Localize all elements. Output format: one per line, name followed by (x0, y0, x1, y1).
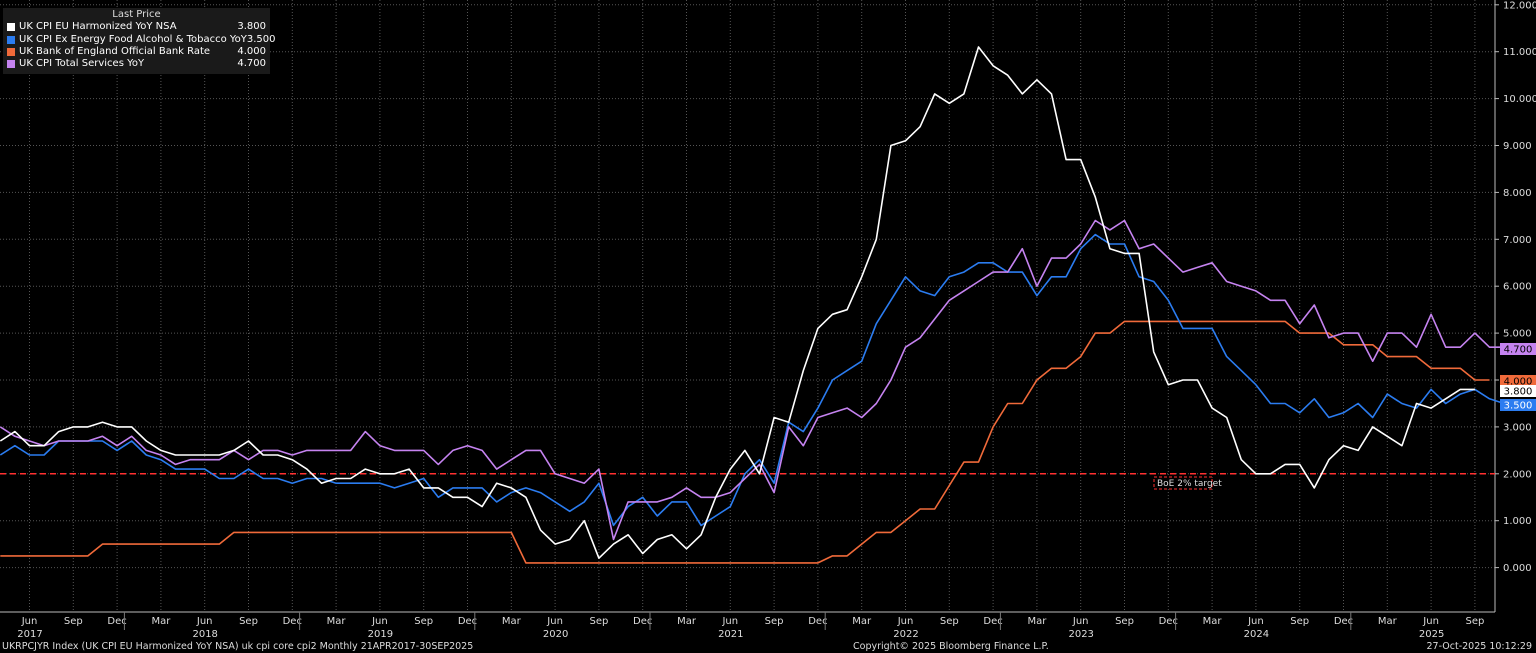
y-tick-label: 12.000 (1503, 0, 1536, 11)
last-value-box (1500, 375, 1536, 387)
legend-item-value: 4.000 (237, 45, 266, 57)
x-year-label: 2018 (192, 629, 217, 640)
legend-swatch (7, 35, 15, 44)
series-line-services-cpi (0, 219, 1505, 541)
last-value-label: 3.800 (1504, 387, 1533, 398)
x-year-label: 2021 (718, 629, 743, 640)
x-tick-label: Dec (1334, 616, 1353, 627)
y-tick-label: 1.000 (1503, 516, 1532, 527)
x-tick-label: Sep (1290, 616, 1309, 627)
legend-swatch (7, 47, 15, 56)
legend-item-name: UK CPI Total Services YoY (19, 58, 145, 70)
x-tick-label: Jun (1072, 616, 1089, 627)
x-tick-label: Sep (1115, 616, 1134, 627)
series-line-core-cpi (0, 233, 1505, 527)
y-axis: 0.000 1.000 2.000 3.000 4.000 5.000 6.000 7.000… (1494, 0, 1536, 612)
y-tick-label: 11.000 (1503, 47, 1536, 58)
x-year-label: 2019 (368, 629, 393, 640)
x-tick-label: Dec (983, 616, 1002, 627)
x-tick-label: Jun (546, 616, 563, 627)
x-tick-label: Mar (1203, 616, 1223, 627)
y-tick-label: 6.000 (1503, 282, 1532, 293)
series-line-bank-rate (0, 320, 1490, 564)
legend-item: UK CPI Ex Energy Food Alcohol & Tobacco … (3, 33, 276, 45)
reference-line-label-box (1153, 476, 1213, 490)
footer-copyright: Copyright© 2025 Bloomberg Finance L.P. (853, 641, 1049, 652)
x-tick-label: Dec (808, 616, 827, 627)
footer-timestamp: 27-Oct-2025 10:12:29 (1426, 641, 1533, 652)
last-value-label: 4.000 (1504, 377, 1533, 388)
x-tick-label: Jun (897, 616, 914, 627)
x-tick-label: Mar (1027, 616, 1047, 627)
x-tick-label: Sep (414, 616, 433, 627)
y-tick-label: 0.000 (1503, 563, 1532, 574)
y-tick-label: 7.000 (1503, 235, 1532, 246)
legend-item-name: UK Bank of England Official Bank Rate (19, 45, 211, 57)
reference-line: BoE 2% target (0, 473, 1495, 490)
x-tick-label: Dec (633, 616, 652, 627)
x-tick-label: Sep (940, 616, 959, 627)
x-tick-label: Dec (107, 616, 126, 627)
legend-item: UK Bank of England Official Bank Rate 4.… (3, 46, 270, 58)
y-tick-label: 2.000 (1503, 469, 1532, 480)
x-tick-label: Jun (371, 616, 388, 627)
x-tick-label: Jun (196, 616, 213, 627)
chart-legend: Last Price UK CPI EU Harmonized YoY NSA … (3, 8, 276, 74)
x-tick-label: Dec (283, 616, 302, 627)
legend-item-value: 4.700 (237, 58, 266, 70)
x-tick-label: Jun (721, 616, 738, 627)
x-tick-label: Sep (1465, 616, 1484, 627)
y-tick-label: 8.000 (1503, 188, 1532, 199)
x-year-label: 2022 (893, 629, 918, 640)
last-value-box (1500, 385, 1536, 397)
x-tick-label: Mar (327, 616, 347, 627)
last-value-box (1500, 343, 1536, 355)
x-tick-label: Mar (502, 616, 522, 627)
x-year-label: 2024 (1244, 629, 1269, 640)
x-year-label: 2023 (1068, 629, 1093, 640)
legend-item-value: 3.800 (237, 21, 266, 33)
chart-series (0, 46, 1505, 564)
reference-line-label: BoE 2% target (1157, 479, 1222, 489)
x-tick-label: Dec (1159, 616, 1178, 627)
y-tick-label: 9.000 (1503, 141, 1532, 152)
x-axis: Jun Sep Dec Mar Jun Sep Dec Mar Jun Sep Dec Mar Jun S… (0, 611, 1495, 640)
footer-source: UKRPCJYR Index (UK CPI EU Harmonized YoY… (2, 641, 474, 652)
x-tick-label: Sep (239, 616, 258, 627)
x-tick-label: Mar (677, 616, 697, 627)
legend-item-name: UK CPI Ex Energy Food Alcohol & Tobacco … (19, 33, 247, 45)
legend-item-name: UK CPI EU Harmonized YoY NSA (19, 21, 177, 33)
x-tick-label: Mar (151, 616, 171, 627)
x-tick-label: Jun (21, 616, 38, 627)
x-tick-label: Mar (852, 616, 872, 627)
legend-item-value: 3.500 (246, 33, 276, 45)
y-tick-label: 10.000 (1503, 94, 1536, 105)
x-tick-label: Mar (1378, 616, 1398, 627)
chart-grid (0, 0, 1495, 612)
legend-header: Last Price (112, 9, 161, 20)
x-tick-label: Jun (1422, 616, 1439, 627)
x-tick-label: Dec (458, 616, 477, 627)
y-tick-label: 3.000 (1503, 422, 1532, 433)
x-tick-label: Sep (589, 616, 608, 627)
x-tick-label: Sep (765, 616, 784, 627)
last-value-label: 4.700 (1504, 345, 1533, 356)
x-tick-label: Sep (64, 616, 83, 627)
x-year-label: 2020 (543, 629, 568, 640)
legend-swatch (7, 60, 15, 69)
legend-item: UK CPI Total Services YoY 4.700 (3, 58, 270, 70)
x-year-label: 2017 (17, 629, 42, 640)
x-year-label: 2025 (1419, 629, 1444, 640)
x-tick-label: Jun (1247, 616, 1264, 627)
series-line-hicp (0, 46, 1475, 560)
last-value-box (1500, 399, 1536, 411)
legend-swatch (7, 23, 15, 32)
y-tick-label: 5.000 (1503, 329, 1532, 340)
last-value-label: 3.500 (1504, 401, 1533, 412)
legend-item: UK CPI EU Harmonized YoY NSA 3.800 (3, 21, 270, 33)
